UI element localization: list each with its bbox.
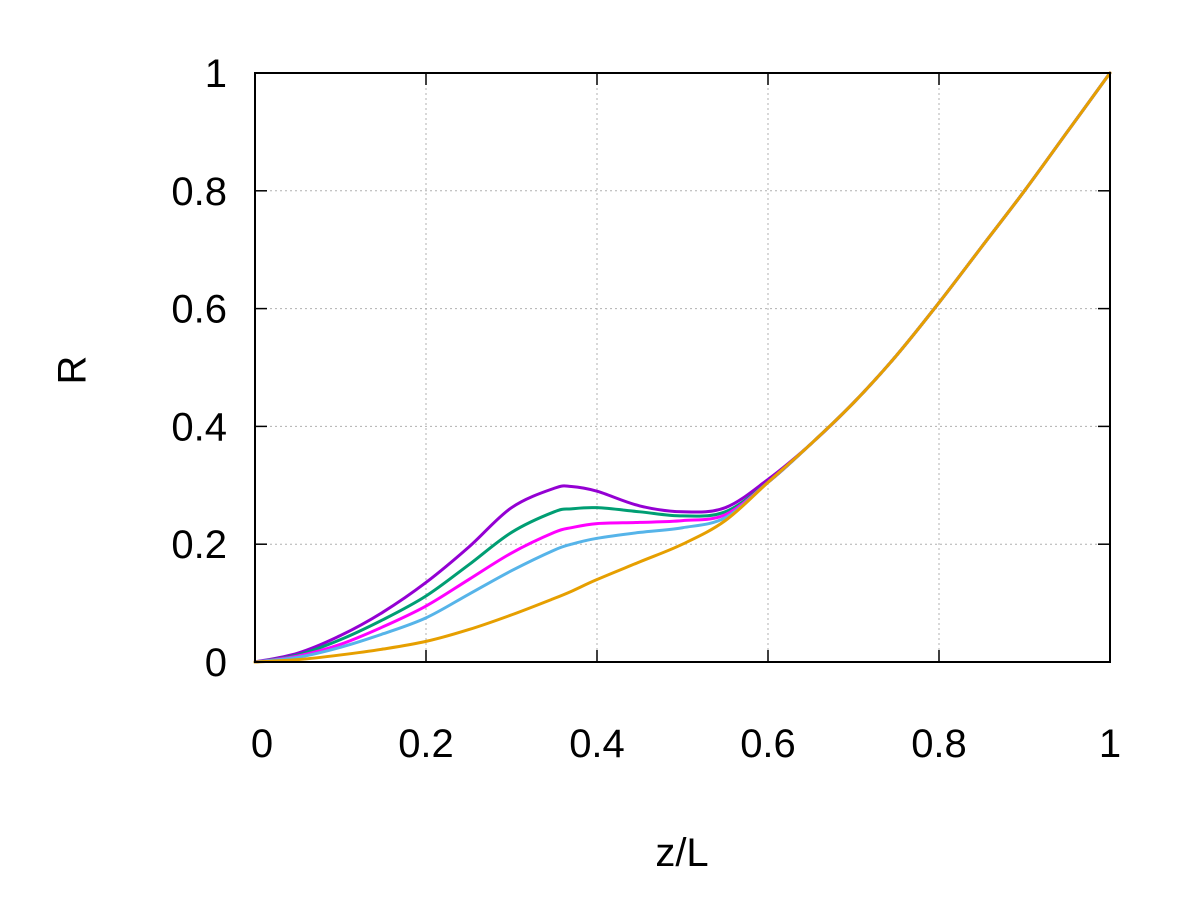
series-line-1 [253, 71, 1112, 664]
tick-marks [254, 72, 1111, 663]
x-tick-label: 0.2 [398, 722, 454, 766]
plot-frame [254, 72, 1111, 663]
x-axis-label: z/L [655, 831, 708, 875]
y-tick-label: 0.8 [171, 170, 227, 214]
series-line-2 [253, 71, 1112, 664]
series-line-5 [253, 71, 1112, 664]
x-tick-labels: 0 0.2 0.4 0.6 0.8 1 [251, 722, 1121, 766]
y-tick-label: 0.4 [171, 405, 227, 449]
y-tick-label: 0.2 [171, 523, 227, 567]
x-tick-label: 0 [251, 722, 273, 766]
y-tick-label: 0 [205, 641, 227, 685]
x-tick-label: 0.8 [911, 722, 967, 766]
y-tick-labels: 0 0.2 0.4 0.6 0.8 1 [171, 52, 227, 685]
series-line-4 [253, 71, 1112, 664]
x-tick-label: 0.6 [740, 722, 796, 766]
x-tick-label: 1 [1099, 722, 1121, 766]
y-tick-label: 1 [205, 52, 227, 96]
y-axis-label: R [51, 356, 95, 385]
x-tick-label: 0.4 [569, 722, 625, 766]
series-line-3 [253, 71, 1112, 664]
y-tick-label: 0.6 [171, 288, 227, 332]
series-group [253, 71, 1112, 664]
grid [255, 73, 1110, 662]
